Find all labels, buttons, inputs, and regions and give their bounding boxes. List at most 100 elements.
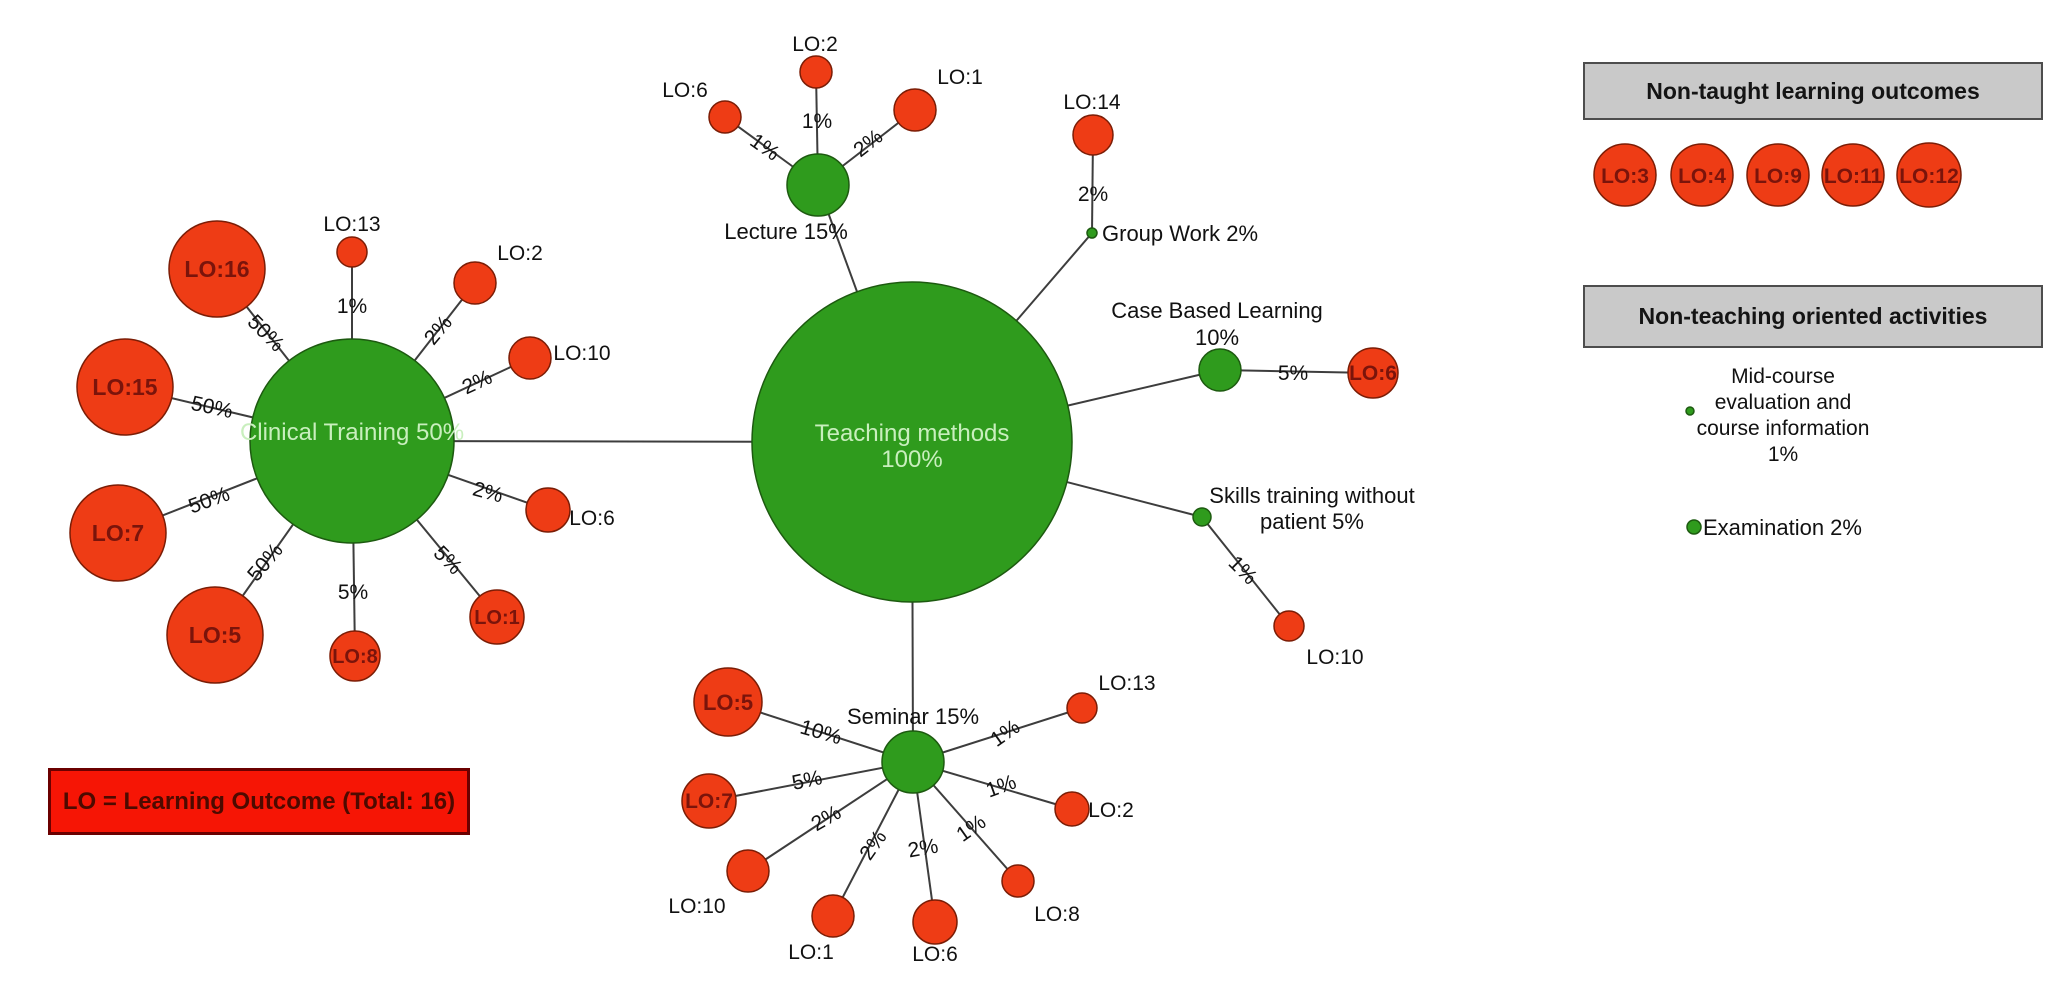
node-label-clinical: Clinical Training 50% (240, 419, 464, 446)
node-group-work (1086, 227, 1098, 239)
node-label-nt-lo12: LO:12 (1899, 165, 1959, 188)
edge-label-clinical-ct-lo5: 50% (243, 539, 288, 586)
node-seminar (881, 730, 945, 794)
node-label-teaching: Teaching methods 100% (815, 420, 1010, 473)
node-ct-lo5 (166, 586, 264, 684)
non-teaching-activities-title: Non-teaching oriented activities (1638, 303, 1988, 329)
edge-label-seminar-sem-lo5: 10% (797, 716, 844, 750)
node-nt-lo3 (1593, 143, 1657, 207)
node-circles (69, 55, 1962, 945)
node-label-ct-lo16: LO:16 (184, 256, 249, 282)
lo-legend-box: LO = Learning Outcome (Total: 16) (48, 768, 470, 835)
node-cbl-lo6 (1347, 347, 1399, 399)
node-lec-lo2 (799, 55, 833, 89)
node-sem-lo8 (1001, 864, 1035, 898)
node-label-cbl-lo6: LO:6 (1349, 362, 1397, 385)
node-ct-lo13 (336, 236, 368, 268)
node-label-ct-lo10: LO:10 (553, 342, 610, 365)
node-midcourse (1685, 406, 1695, 416)
node-ct-lo10 (508, 336, 552, 380)
node-skills (1192, 507, 1212, 527)
node-nt-lo9 (1746, 143, 1810, 207)
edge-label-group-work-gw-lo14: 2% (1078, 183, 1108, 206)
node-label-sem-lo13: LO:13 (1098, 672, 1155, 695)
node-label-nt-lo4: LO:4 (1678, 165, 1726, 188)
node-sem-lo6 (912, 899, 958, 945)
node-sk-lo10 (1273, 610, 1305, 642)
node-label-sem-lo8: LO:8 (1034, 903, 1080, 926)
node-label-nt-lo3: LO:3 (1601, 165, 1649, 188)
edge-label-case-based-cbl-lo6: 5% (1278, 362, 1308, 385)
node-ct-lo7 (69, 484, 167, 582)
edge-label-clinical-ct-lo2: 2% (420, 311, 457, 349)
edge-label-clinical-ct-lo13: 1% (337, 295, 367, 318)
node-label-sem-lo6: LO:6 (912, 943, 958, 966)
node-nt-lo11 (1821, 143, 1885, 207)
node-nt-lo4 (1670, 143, 1734, 207)
node-ct-lo16 (168, 220, 266, 318)
edge-label-lecture-lec-lo2: 1% (802, 110, 832, 133)
node-label-sem-lo1: LO:1 (788, 941, 834, 964)
edge-label-clinical-ct-lo15: 50% (189, 392, 235, 423)
node-clinical (249, 338, 455, 544)
node-ct-lo1 (469, 589, 525, 645)
edge-label-seminar-sem-lo1: 2% (855, 826, 891, 864)
node-label-sem-lo5: LO:5 (703, 690, 753, 715)
edge-seminar-sem-lo10 (747, 761, 914, 872)
non-taught-outcomes-title: Non-taught learning outcomes (1646, 77, 1980, 104)
edge-label-clinical-ct-lo6: 2% (470, 477, 505, 507)
edge-label-seminar-sem-lo2: 1% (983, 770, 1019, 802)
edge-label-clinical-ct-lo16: 50% (243, 310, 289, 356)
node-label-ct-lo8: LO:8 (332, 646, 378, 668)
node-label-exam: Examination 2% (1703, 515, 1862, 540)
edge-label-lecture-lec-lo6: 1% (746, 129, 784, 165)
edge-label-clinical-ct-lo10: 2% (459, 366, 496, 400)
node-sem-lo1 (811, 894, 855, 938)
edge-label-clinical-ct-lo8: 5% (338, 581, 368, 604)
node-labels: Teaching methods 100% Clinical Training 50… (92, 33, 1959, 966)
node-label-midcourse: Mid-course evaluation and course informati… (1697, 365, 1870, 466)
node-sem-lo13 (1066, 692, 1098, 724)
edge-label-seminar-sem-lo7: 5% (790, 766, 824, 795)
node-label-ct-lo15: LO:15 (92, 374, 157, 400)
node-ct-lo6 (525, 487, 571, 533)
node-label-sem-lo7: LO:7 (685, 790, 733, 813)
node-label-group-work: Group Work 2% (1102, 221, 1258, 246)
edge-label-seminar-sem-lo10: 2% (807, 801, 845, 836)
lo-legend-text: LO = Learning Outcome (Total: 16) (62, 787, 456, 815)
non-taught-outcomes-header: Non-taught learning outcomes (1583, 62, 2043, 120)
node-nt-lo12 (1896, 142, 1962, 208)
edge-label-seminar-sem-lo6: 2% (906, 835, 940, 863)
node-ct-lo15 (76, 338, 174, 436)
node-ct-lo8 (329, 630, 381, 682)
node-sem-lo5 (693, 667, 763, 737)
node-label-ct-lo6: LO:6 (569, 507, 615, 530)
node-label-ct-lo13: LO:13 (323, 213, 380, 236)
node-case-based (1198, 348, 1242, 392)
node-ct-lo2 (453, 261, 497, 305)
node-label-sem-lo10: LO:10 (668, 895, 725, 918)
node-sem-lo7 (681, 773, 737, 829)
node-label-seminar: Seminar 15% (847, 704, 979, 729)
node-label-ct-lo5: LO:5 (189, 622, 242, 648)
node-label-sem-lo2: LO:2 (1088, 799, 1134, 822)
edge-label-seminar-sem-lo8: 1% (952, 810, 990, 846)
node-label-ct-lo1: LO:1 (474, 607, 520, 629)
node-label-ct-lo2: LO:2 (497, 242, 543, 265)
node-label-lec-lo1: LO:1 (937, 66, 983, 89)
node-label-nt-lo9: LO:9 (1754, 165, 1802, 188)
node-label-lecture: Lecture 15% (724, 219, 848, 244)
node-sem-lo10 (726, 849, 770, 893)
node-lec-lo1 (893, 88, 937, 132)
node-label-case-based: Case Based Learning 10% (1111, 298, 1323, 350)
edge-skills-sk-lo10 (1201, 516, 1290, 627)
node-lecture (786, 153, 850, 217)
edge-seminar-sem-lo7 (708, 761, 914, 802)
node-label-lec-lo6: LO:6 (662, 79, 708, 102)
node-label-gw-lo14: LO:14 (1063, 91, 1121, 114)
edge-label-seminar-sem-lo13: 1% (986, 715, 1024, 751)
node-label-sk-lo10: LO:10 (1306, 646, 1363, 669)
node-label-skills: Skills training without patient 5% (1209, 483, 1414, 534)
